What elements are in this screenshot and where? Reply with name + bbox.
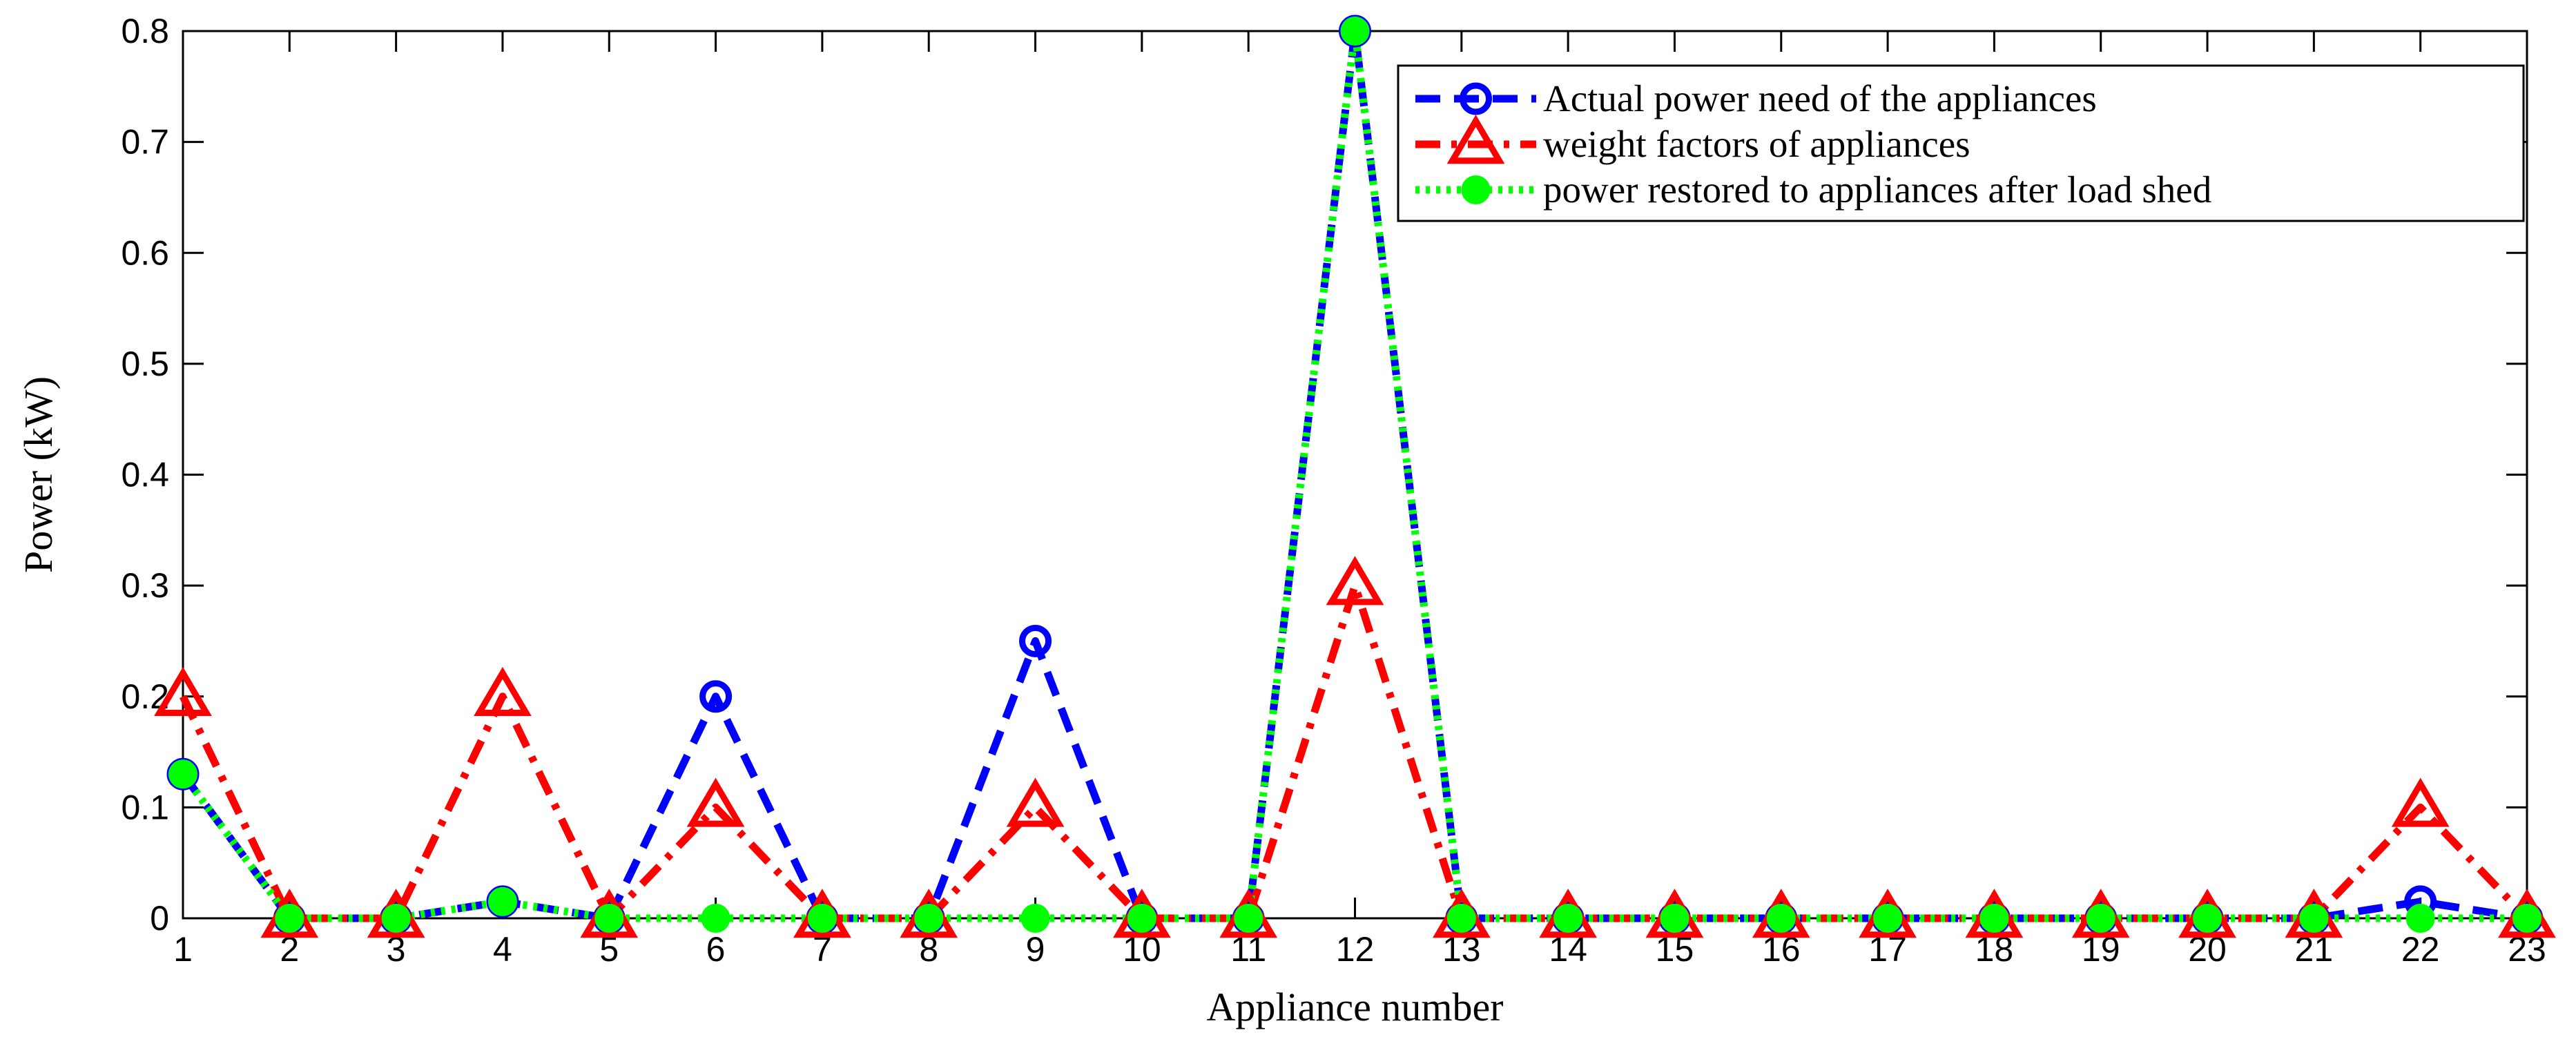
series-3-point [2405, 904, 2435, 933]
series-3-point [275, 904, 304, 933]
series-3-point [1660, 904, 1689, 933]
series-3-point [1020, 904, 1050, 933]
y-tick-label: 0.7 [121, 123, 169, 162]
series-2-point [474, 666, 532, 717]
series-3-point [1979, 904, 2009, 933]
series-3-point [1127, 904, 1156, 933]
series-3-point [2299, 904, 2329, 933]
y-tick-label: 0.4 [121, 456, 169, 494]
legend-label-2: weight factors of appliances [1543, 123, 1970, 165]
series-line-2 [180, 581, 2530, 922]
series-3-point [1553, 904, 1583, 933]
y-axis-label: Power (kW) [16, 376, 61, 573]
series-3-point [701, 904, 730, 933]
x-axis-label: Appliance number [1206, 985, 1503, 1029]
x-tick-label: 1 [173, 930, 193, 969]
series-3-point [594, 904, 624, 933]
x-tick-label: 6 [706, 930, 726, 969]
x-tick-label: 22 [2401, 930, 2440, 969]
x-tick-label: 9 [1026, 930, 1045, 969]
series-3-point [914, 904, 944, 933]
series-2-point [1006, 777, 1065, 827]
series-1-point [1019, 624, 1052, 657]
series-2-point [154, 666, 212, 717]
series-2-point [1326, 556, 1384, 606]
series-3-point [807, 904, 837, 933]
series-2-point [686, 777, 745, 827]
series-3-point [1234, 904, 1263, 933]
y-tick-label: 0.3 [121, 566, 169, 605]
series-3-point [1766, 904, 1796, 933]
series-3-point [2512, 904, 2541, 933]
legend-label-1: Actual power need of the appliances [1543, 77, 2097, 119]
y-tick-label: 0.1 [121, 788, 169, 826]
y-tick-label: 0.6 [121, 233, 169, 272]
series-1-point [699, 680, 733, 713]
series-lines [180, 27, 2530, 922]
y-tick-label: 0.5 [121, 345, 169, 383]
legend-marker-1 [1460, 82, 1492, 115]
series-3-point [2193, 904, 2222, 933]
series-2-point [2391, 777, 2450, 827]
legend: Actual power need of the appliancesweigh… [1397, 64, 2525, 222]
x-tick-label: 12 [1336, 930, 1375, 969]
series-3-point [2086, 904, 2115, 933]
series-3-point [381, 904, 411, 933]
legend-box [1397, 64, 2525, 222]
series-3-point [1340, 17, 1370, 46]
y-axis: 00.10.20.30.40.50.60.70.8 [121, 12, 2527, 938]
y-tick-label: 0.8 [121, 12, 169, 50]
series-3-point [1873, 904, 1903, 933]
series-markers [154, 14, 2556, 938]
legend-marker-3 [1461, 175, 1491, 204]
legend-label-3: power restored to appliances after load … [1543, 168, 2211, 211]
series-3-point [1446, 904, 1476, 933]
legend-marker-2 [1446, 115, 1505, 164]
series-3-point [487, 887, 517, 916]
series-3-point [168, 759, 197, 789]
y-tick-label: 0 [150, 899, 169, 938]
x-tick-label: 4 [493, 930, 512, 969]
